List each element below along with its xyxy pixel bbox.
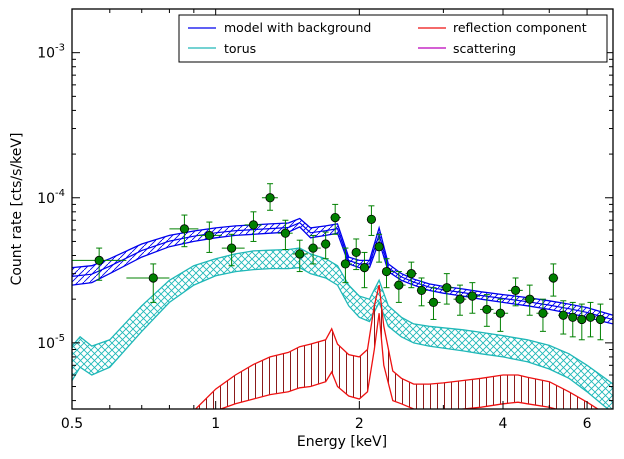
data-point [359,263,370,273]
data-point [538,308,548,318]
reflection-band-fill [195,285,598,409]
data-point [330,212,340,223]
data-point [321,239,331,249]
x-tick-label: 2 [355,416,364,432]
y-tick-base: 10 [37,191,55,207]
y-tick-label: 10-5 [37,333,65,352]
y-tick-exponent: -5 [55,333,65,344]
y-tick-base: 10 [37,336,55,352]
data-point [482,304,492,315]
model-band-fill [72,218,613,324]
data-point [455,294,465,304]
data-point [495,308,506,318]
data-point [442,283,452,293]
y-tick-exponent: -4 [55,188,65,199]
legend-label-model: model with background [224,20,371,35]
data-point [568,312,578,322]
data-point [280,228,291,238]
data-point [558,310,568,320]
data-point [308,243,318,253]
data-point [525,294,535,304]
data-point [179,224,190,234]
reflection-band-lower [218,313,559,409]
data-point [467,291,477,301]
data-point [248,220,259,230]
data-point [351,247,361,258]
x-tick-label: 0.5 [61,416,83,432]
y-axis-label: Count rate [cts/s/keV] [9,133,25,286]
data-point [340,259,351,269]
x-tick-label: 6 [583,416,592,432]
data-point [548,273,558,283]
data-point [381,266,392,277]
torus-band-upper [72,247,613,385]
y-tick-label: 10-4 [37,188,65,207]
reflection-band-upper [194,284,599,409]
model-bands [72,217,613,409]
y-tick-base: 10 [37,46,55,62]
legend-label-scattering: scattering [453,41,516,56]
data-point [428,297,439,308]
data-point [406,269,416,279]
legend-label-torus: torus [224,41,256,56]
data-point [204,230,214,241]
x-tick-label: 1 [211,416,220,432]
data-points [72,183,606,341]
data-point [585,312,596,322]
y-tick-exponent: -3 [55,43,65,54]
legend-label-reflection: reflection component [453,20,587,35]
legend: model with background reflection compone… [178,14,608,63]
plot-frame [71,8,614,410]
data-point [295,249,305,259]
data-point [394,280,404,290]
y-tick-label: 10-3 [37,43,65,62]
legend-box [178,14,608,63]
data-point [374,242,384,252]
torus-band-fill [72,248,613,409]
torus-band-lower [72,266,610,409]
data-point [510,285,521,295]
data-point [265,193,275,203]
data-point [416,285,427,295]
x-tick-label: 4 [499,416,508,432]
data-point [227,243,237,253]
data-point [94,255,104,266]
model-band-lower [72,226,613,325]
model-band-upper [72,217,613,316]
data-point [366,214,377,224]
x-axis-label: Energy [keV] [297,434,387,450]
data-point [148,273,158,283]
data-point [595,314,606,325]
data-point [577,314,587,325]
axis-ticks: 0.5 1 2 4 610-310-410-5 [37,8,613,432]
